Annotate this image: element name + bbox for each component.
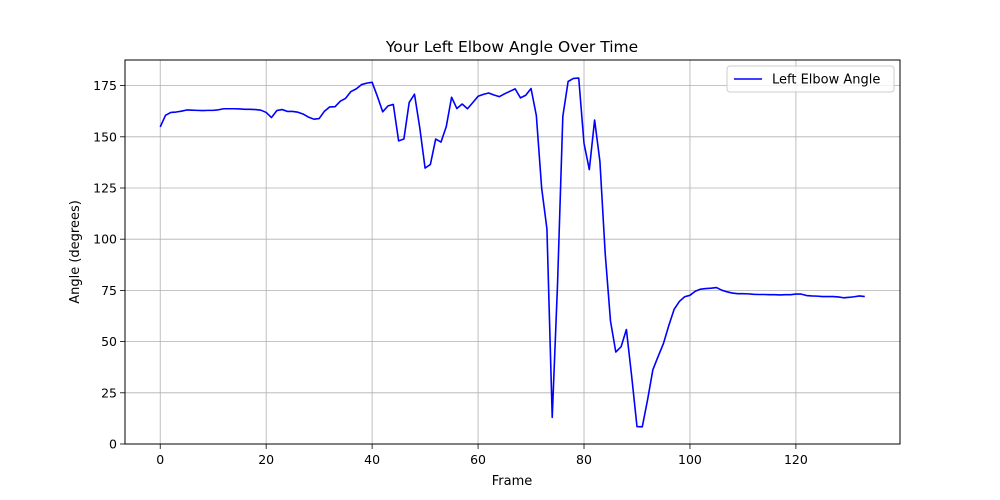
x-axis-label: Frame (492, 474, 533, 489)
legend: Left Elbow Angle (726, 65, 895, 93)
y-tick-label: 50 (101, 334, 117, 349)
chart-title: Your Left Elbow Angle Over Time (385, 38, 638, 56)
x-tick-label: 80 (576, 452, 592, 467)
x-tick-label: 100 (678, 452, 702, 467)
y-axis-label: Angle (degrees) (68, 200, 83, 304)
series-layer (159, 77, 865, 428)
y-tick-label: 75 (101, 283, 117, 298)
y-tick-label: 175 (93, 78, 117, 93)
y-tick-label: 0 (109, 437, 117, 452)
legend-box (726, 65, 895, 93)
y-tick-label: 125 (93, 181, 117, 196)
y-tick-label: 100 (93, 232, 117, 247)
y-tick-label: 150 (93, 129, 117, 144)
plot-area-frame (124, 59, 901, 445)
gridlines (125, 60, 900, 445)
legend-label: Left Elbow Angle (772, 73, 880, 88)
x-tick-label: 40 (364, 452, 380, 467)
series-line-left-elbow-angle (159, 77, 865, 428)
x-tick-label: 0 (156, 452, 164, 467)
y-tick-label: 25 (101, 385, 117, 400)
x-tick-label: 120 (784, 452, 808, 467)
x-tick-label: 20 (258, 452, 274, 467)
x-tick-label: 60 (470, 452, 486, 467)
axis-ticks: 0 20 40 60 80 100 120 0 25 50 75 100 125 150 175 (93, 78, 808, 467)
